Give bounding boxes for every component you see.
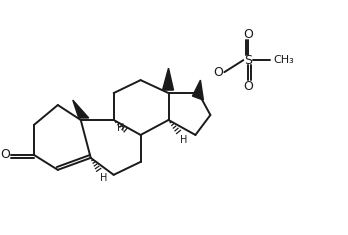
Text: H: H (180, 135, 187, 145)
Text: S: S (244, 54, 252, 67)
Polygon shape (73, 100, 89, 118)
Text: O: O (243, 28, 253, 41)
Polygon shape (163, 68, 174, 90)
Text: H: H (117, 123, 124, 133)
Text: O: O (243, 80, 253, 93)
Text: O: O (213, 66, 223, 79)
Text: CH₃: CH₃ (274, 55, 294, 65)
Polygon shape (192, 80, 204, 100)
Text: O: O (0, 148, 10, 161)
Text: H: H (100, 173, 108, 183)
